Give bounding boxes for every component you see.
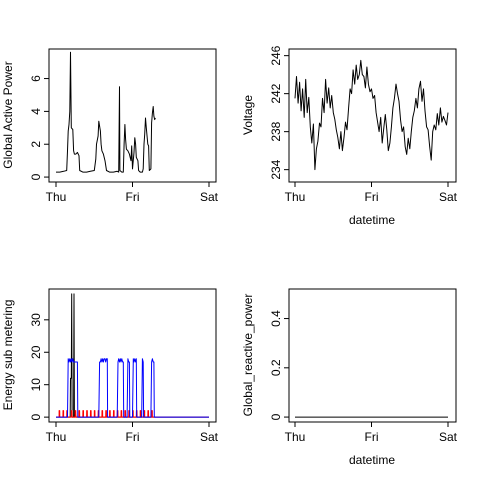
x-tick-label: Sat xyxy=(200,430,219,444)
y-tick-label: 0 xyxy=(269,413,283,420)
y-axis-label: Energy sub metering xyxy=(1,300,15,411)
y-tick-label: 4 xyxy=(29,108,43,115)
panel-global-active-power: Global Active Power Thu Fri Sat 0 2 4 6 xyxy=(1,48,219,204)
plot-frame xyxy=(288,48,457,183)
x-tick-label: Sat xyxy=(200,190,219,204)
panel-voltage: Voltage datetime Thu Fri Sat 234 238 242 246 xyxy=(241,45,458,227)
series-line-0 xyxy=(294,59,449,171)
x-axis-label: datetime xyxy=(349,453,395,467)
y-tick-label: 234 xyxy=(269,159,283,179)
x-tick-label: Sat xyxy=(439,430,458,444)
y-axis-label: Global Active Power xyxy=(1,61,15,168)
y-tick-label: 0 xyxy=(29,173,43,180)
y-tick-label: 6 xyxy=(29,75,43,82)
y-tick-label: 242 xyxy=(269,83,283,103)
plot-frame xyxy=(288,288,457,423)
y-axis-label: Voltage xyxy=(241,95,255,135)
panel-global-reactive-power: Global_reactive_power datetime Thu Fri Sat… xyxy=(241,288,458,467)
x-tick-label: Fri xyxy=(365,430,379,444)
y-tick-label: 238 xyxy=(269,121,283,141)
x-tick-label: Thu xyxy=(46,430,67,444)
y-axis-label: Global_reactive_power xyxy=(241,294,255,417)
panel-energy-sub-metering: Energy sub metering Thu Fri Sat 0 10 20 30 xyxy=(1,288,219,444)
y-tick-label: 30 xyxy=(29,313,43,327)
x-axis-label: datetime xyxy=(349,213,395,227)
y-tick-label: 0.2 xyxy=(269,359,283,376)
y-tick-label: 10 xyxy=(29,378,43,392)
x-tick-label: Fri xyxy=(126,190,140,204)
x-tick-label: Sat xyxy=(439,190,458,204)
series-line-2 xyxy=(56,358,209,418)
y-tick-label: 0.4 xyxy=(269,310,283,327)
y-tick-label: 246 xyxy=(269,45,283,65)
x-tick-label: Thu xyxy=(285,190,306,204)
y-tick-label: 20 xyxy=(29,345,43,359)
x-tick-label: Fri xyxy=(126,430,140,444)
series-line-0 xyxy=(56,51,156,173)
y-tick-label: 2 xyxy=(29,141,43,148)
x-tick-label: Fri xyxy=(365,190,379,204)
x-tick-label: Thu xyxy=(46,190,67,204)
y-tick-label: 0 xyxy=(29,413,43,420)
x-tick-label: Thu xyxy=(285,430,306,444)
